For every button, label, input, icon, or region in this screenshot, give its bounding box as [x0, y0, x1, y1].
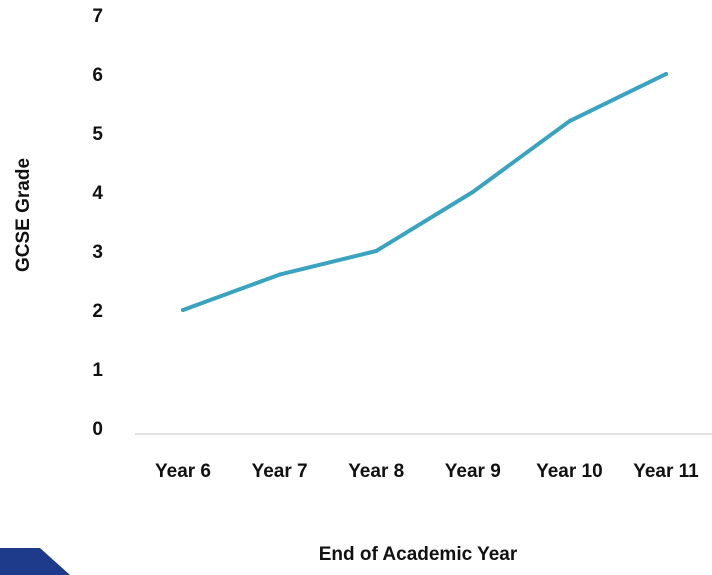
- y-axis-title: GCSE Grade: [13, 158, 34, 272]
- x-tick-label: Year 8: [348, 461, 404, 482]
- data-point: [664, 72, 668, 76]
- data-point: [470, 190, 475, 194]
- y-tick-label: 3: [92, 242, 103, 263]
- x-tick-label: Year 9: [445, 461, 501, 482]
- data-point: [181, 308, 185, 312]
- x-tick-label: Year 11: [633, 461, 699, 482]
- y-tick-label: 0: [92, 419, 103, 440]
- y-tick-label: 4: [92, 183, 103, 204]
- series-line: [181, 72, 668, 312]
- data-point: [567, 119, 572, 124]
- y-tick-label: 1: [92, 360, 103, 381]
- x-tick-label: Year 7: [252, 461, 308, 482]
- y-tick-label: 6: [92, 65, 103, 86]
- y-tick-label: 7: [92, 6, 103, 27]
- series-layer: [181, 72, 668, 312]
- x-tick-label: Year 6: [155, 461, 211, 482]
- x-tick-label: Year 10: [536, 461, 603, 482]
- corner-decoration: [0, 548, 70, 575]
- x-tick-labels: Year 6 Year 7 Year 8 Year 9 Year 10 Year 11: [155, 461, 699, 482]
- y-tick-label: 5: [92, 124, 103, 145]
- y-tick-labels: 0 1 2 3 4 5 6 7: [92, 6, 103, 440]
- x-axis-title: End of Academic Year: [319, 544, 518, 565]
- y-tick-label: 2: [92, 301, 103, 322]
- data-point: [374, 249, 379, 253]
- data-point: [277, 272, 282, 277]
